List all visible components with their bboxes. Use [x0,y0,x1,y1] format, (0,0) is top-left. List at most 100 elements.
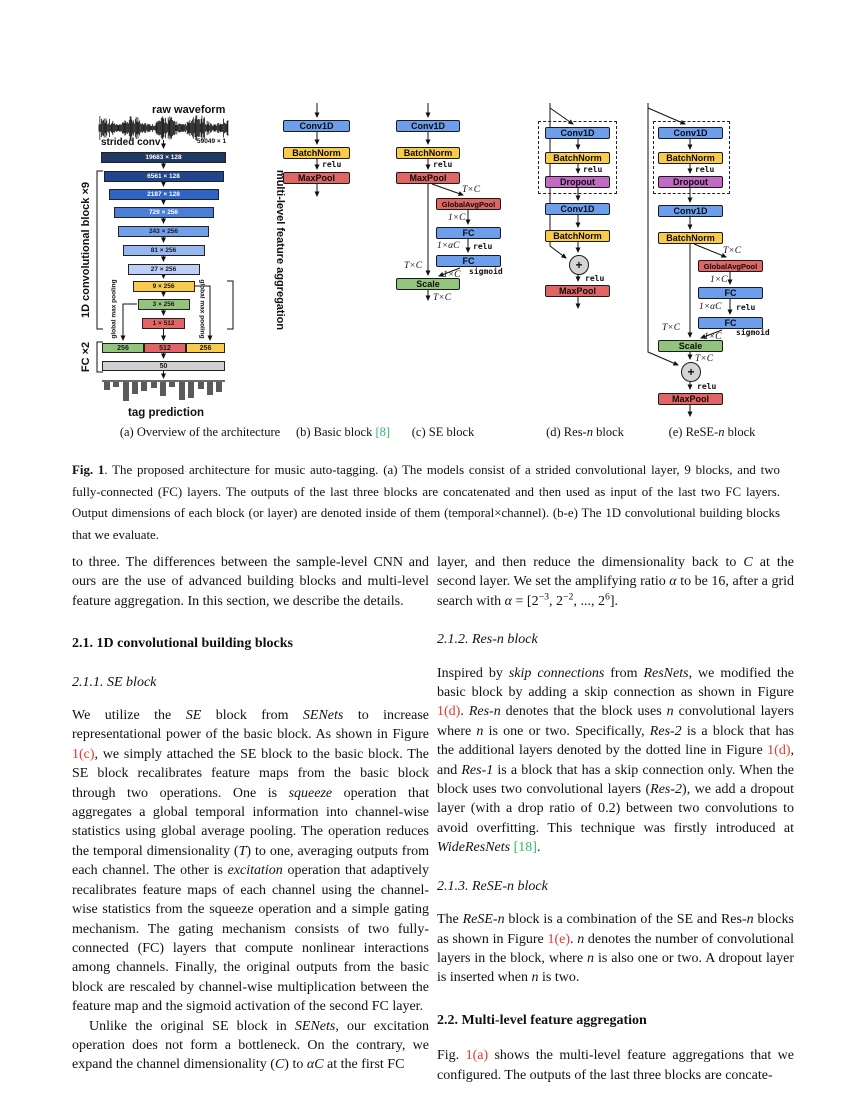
figure-ref[interactable]: 1(c) [72,746,95,762]
text-segment: block from [201,708,303,724]
text-segment: αC [306,1057,324,1073]
text-segment: . [460,704,469,720]
text-segment: block is a combination of the SE and Res… [504,912,747,928]
tag-output-bar [197,382,204,389]
text-segment: (e) ReSE- [668,425,719,439]
text-segment: . [570,931,578,947]
text-segment: ), we add a dropout layer (with a drop r… [437,782,794,836]
tag-output-bar [122,382,129,401]
text-segment: ]. [609,593,619,609]
relu-label: relu [583,165,603,174]
text-segment: n [746,912,754,928]
figure-ref[interactable]: 1(a) [465,1048,489,1064]
tag-output-bar [216,382,223,392]
figure-ref[interactable]: 1(d) [767,743,791,759]
paragraph: layer, and then reduce the dimensionalit… [437,553,794,611]
citation-ref[interactable]: [8] [375,425,391,439]
text-segment: convolutional layers where [437,704,795,739]
subsection-heading: 2.1.1. SE block [72,673,429,692]
scale-box: Scale [396,278,460,290]
text-segment: is also one or two. A dropout layer is i… [437,950,794,986]
tag-output-bar [188,382,195,398]
text-segment: Unlike the original SE block in [89,1018,295,1034]
text-segment: −3 [538,591,550,603]
arch-bar: 243 × 256 [118,226,209,237]
text-segment: to three. The differences between the sa… [72,555,429,609]
text-segment: shows the multi-level feature aggregatio… [437,1048,794,1083]
tag-output-bar [160,382,167,396]
subcaption-c: (c) SE block [411,425,475,439]
text-segment: n [718,425,725,439]
relu-label: relu [736,303,756,312]
arch-bar: 2187 × 128 [108,189,219,200]
text-segment: at the second layer. We set the amplifyi… [437,555,794,590]
txc-label: T×C [662,323,681,333]
figure-connectors [96,103,733,417]
text-segment: to be 16, after a grid search with [437,574,794,609]
text-segment: excitation [227,863,283,879]
text-segment: n [586,425,593,439]
residual-add-node: + [681,362,701,382]
arch-bar: 6561 × 128 [103,171,224,182]
text-segment: at the first FC [323,1057,405,1073]
figure-ref[interactable]: 1(e) [547,931,571,947]
txc-label: T×C [723,246,742,256]
text-segment: SE [185,708,202,724]
text-segment: n [531,970,539,986]
section-heading: 2.1. 1D convolutional building blocks [72,634,429,653]
arch-bar: 19683 × 128 [101,152,226,163]
text-segment: , 2 [549,593,564,609]
tag-output-bar [104,382,110,390]
conv1d-box: Conv1D [545,127,610,139]
text-segment: ) to one, averaging outputs from each ch… [72,843,429,879]
paragraph: We utilize the SE block from SENets to i… [72,706,429,1017]
text-segment: , we modified the basic block by adding … [437,665,794,701]
txc-label: T×C [462,185,481,195]
arch-bar: 1 × 512 [142,318,185,329]
relu-label: relu [322,160,342,169]
dropout-box: Dropout [658,176,723,188]
globalavgpool-box: GlobalAvgPool [698,260,763,272]
raw-waveform-label: raw waveform [152,104,226,116]
text-segment: n [587,950,594,966]
text-segment: Res-2 [650,782,683,798]
arch-bar: 81 × 256 [122,245,205,256]
text-segment: 2.2. Multi-level feature aggregation [437,1012,647,1028]
text-segment: squeeze [288,785,333,801]
fc-box: FC [698,287,763,299]
text-segment: 2.1.3. ReSE-n block [437,878,548,894]
batchnorm-box: BatchNorm [283,147,350,159]
rese2-dashed-region [653,121,730,194]
maxpool-box: MaxPool [283,172,350,184]
text-segment: Fig. [437,1048,466,1064]
subsection-heading: 2.1.2. Res-n block [437,630,794,649]
citation-ref[interactable]: [18] [513,840,537,856]
text-segment: operation that adaptively recalibrates f… [72,863,429,1015]
text-segment: is one or two. Specifically, [483,723,650,739]
relu-label: relu [585,274,605,283]
paragraph: Unlike the original SE block in SENets, … [72,1017,429,1075]
text-segment: layer, and then reduce the dimensionalit… [437,555,744,570]
onexc-label: 1×C [448,213,466,223]
relu-label: relu [697,382,717,391]
text-segment: block [724,425,756,439]
text-segment: is two. [538,970,580,986]
fc-box: FC [436,255,501,267]
subsection-heading: 2.1.3. ReSE-n block [437,877,794,896]
subcaption-b: (b) Basic block [8] [296,425,390,440]
figure-ref[interactable]: 1(d) [437,704,461,720]
onexc-label: 1×C [704,332,722,342]
gmp-right-label: global max pooling [198,279,206,339]
subcaption-a: (a) Overview of the architecture [119,425,281,439]
column-right: layer, and then reduce the dimensionalit… [437,553,794,1085]
text-segment: C [743,555,753,570]
paragraph: Inspired by skip connections from ResNet… [437,664,794,858]
maxpool-box: MaxPool [396,172,460,184]
text-segment: Res-n [468,704,501,720]
input-dim-label: 59049 × 1 [197,138,227,145]
arch-bar: 9 × 256 [132,281,195,292]
text-segment: skip connections [508,665,605,681]
text-segment: denotes that the block uses [500,704,667,720]
fc-concat-segment: 256 [186,343,225,353]
